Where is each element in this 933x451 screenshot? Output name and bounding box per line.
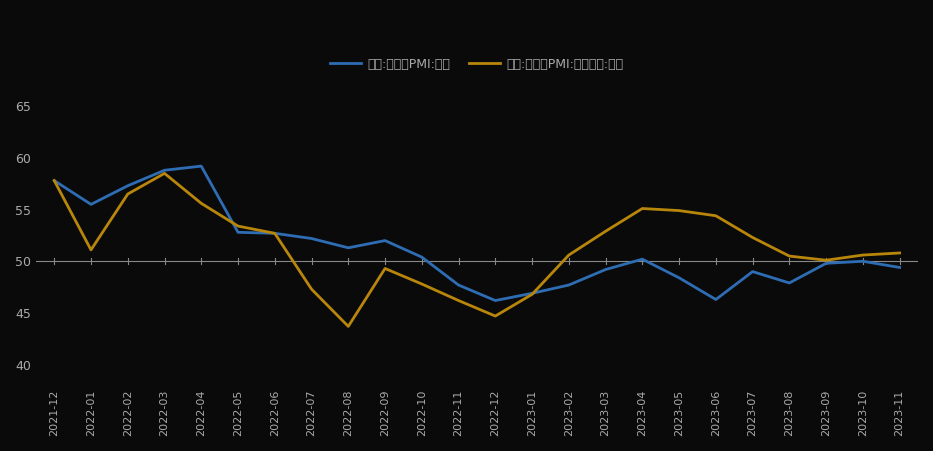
美国:服务业PMI:商务活动:季调	[894, 250, 905, 256]
美国:服务业PMI:商务活动:季调	[820, 258, 831, 263]
美国:服务业PMI:商务活动:季调	[674, 208, 685, 213]
美国:服务业PMI:商务活动:季调	[380, 266, 391, 271]
美国:制造业PMI:季调	[600, 267, 611, 272]
美国:服务业PMI:商务活动:季调	[270, 230, 281, 236]
美国:制造业PMI:季调	[416, 254, 427, 260]
美国:服务业PMI:商务活动:季调	[196, 201, 207, 206]
美国:制造业PMI:季调	[820, 261, 831, 266]
美国:服务业PMI:商务活动:季调	[784, 253, 795, 259]
美国:服务业PMI:商务活动:季调	[49, 178, 60, 183]
美国:制造业PMI:季调	[342, 245, 354, 250]
美国:制造业PMI:季调	[710, 297, 721, 302]
美国:服务业PMI:商务活动:季调	[86, 247, 97, 253]
美国:服务业PMI:商务活动:季调	[636, 206, 648, 211]
美国:服务业PMI:商务活动:季调	[122, 191, 133, 197]
美国:制造业PMI:季调	[86, 202, 97, 207]
美国:服务业PMI:商务活动:季调	[342, 324, 354, 329]
美国:服务业PMI:商务活动:季调	[453, 298, 464, 303]
美国:制造业PMI:季调	[857, 258, 869, 264]
美国:制造业PMI:季调	[232, 230, 244, 235]
美国:服务业PMI:商务活动:季调	[306, 286, 317, 292]
美国:服务业PMI:商务活动:季调	[416, 281, 427, 287]
美国:制造业PMI:季调	[196, 163, 207, 169]
美国:服务业PMI:商务活动:季调	[232, 223, 244, 229]
美国:制造业PMI:季调	[122, 183, 133, 189]
美国:服务业PMI:商务活动:季调	[490, 313, 501, 319]
美国:制造业PMI:季调	[270, 230, 281, 236]
Line: 美国:制造业PMI:季调: 美国:制造业PMI:季调	[54, 166, 899, 300]
美国:制造业PMI:季调	[159, 168, 170, 173]
美国:服务业PMI:商务活动:季调	[564, 253, 575, 258]
美国:服务业PMI:商务活动:季调	[600, 229, 611, 234]
美国:服务业PMI:商务活动:季调	[710, 213, 721, 218]
美国:制造业PMI:季调	[674, 275, 685, 281]
美国:制造业PMI:季调	[747, 269, 759, 274]
美国:服务业PMI:商务活动:季调	[857, 253, 869, 258]
Line: 美国:服务业PMI:商务活动:季调: 美国:服务业PMI:商务活动:季调	[54, 173, 899, 327]
美国:制造业PMI:季调	[306, 236, 317, 241]
美国:制造业PMI:季调	[490, 298, 501, 303]
美国:制造业PMI:季调	[894, 265, 905, 270]
美国:服务业PMI:商务活动:季调	[747, 235, 759, 240]
美国:制造业PMI:季调	[636, 257, 648, 262]
Legend: 美国:制造业PMI:季调, 美国:服务业PMI:商务活动:季调: 美国:制造业PMI:季调, 美国:服务业PMI:商务活动:季调	[325, 53, 629, 76]
美国:制造业PMI:季调	[380, 238, 391, 243]
美国:制造业PMI:季调	[784, 280, 795, 285]
美国:制造业PMI:季调	[564, 282, 575, 288]
美国:制造业PMI:季调	[453, 282, 464, 288]
美国:制造业PMI:季调	[526, 290, 537, 296]
美国:服务业PMI:商务活动:季调	[526, 292, 537, 297]
美国:制造业PMI:季调	[49, 178, 60, 183]
美国:服务业PMI:商务活动:季调	[159, 170, 170, 176]
